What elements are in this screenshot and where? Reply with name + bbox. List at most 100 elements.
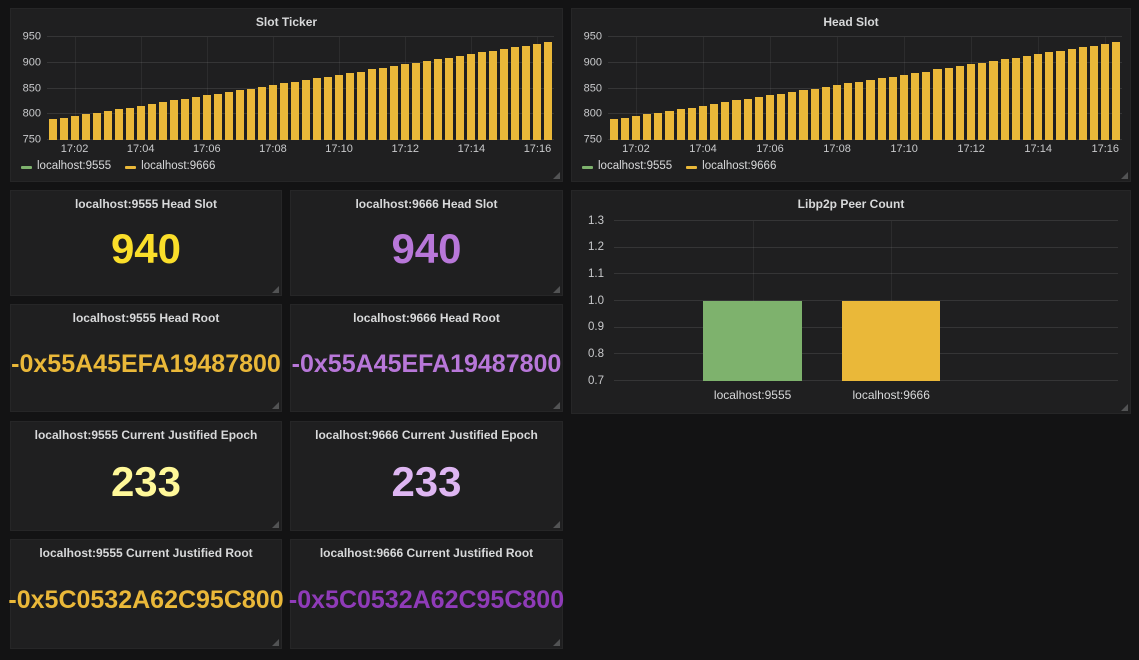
bar[interactable]	[191, 97, 200, 140]
bar[interactable]	[1112, 42, 1121, 140]
bar[interactable]	[955, 66, 964, 140]
panel-title[interactable]: localhost:9666 Head Root	[353, 311, 500, 325]
bar[interactable]	[899, 74, 909, 140]
panel-resize-handle[interactable]	[1121, 172, 1128, 179]
bar[interactable]	[202, 95, 211, 140]
bar[interactable]	[643, 114, 652, 140]
bar[interactable]	[687, 107, 696, 140]
bar[interactable]	[944, 67, 953, 140]
bar[interactable]	[743, 98, 752, 140]
bar[interactable]	[855, 81, 864, 140]
bar[interactable]	[1089, 45, 1099, 140]
bar[interactable]	[334, 74, 343, 140]
panel-title[interactable]: localhost:9555 Head Slot	[74, 197, 218, 211]
plot-area[interactable]	[608, 36, 1122, 140]
bar[interactable]	[609, 119, 618, 140]
bar[interactable]	[821, 86, 830, 140]
bar[interactable]	[213, 93, 222, 140]
bar[interactable]	[877, 78, 886, 140]
panel-resize-handle[interactable]	[272, 286, 279, 293]
bar[interactable]	[631, 115, 641, 140]
panel-title[interactable]: localhost:9666 Current Justified Root	[319, 546, 534, 560]
panel-resize-handle[interactable]	[272, 639, 279, 646]
bar[interactable]	[844, 83, 853, 140]
bar[interactable]	[703, 301, 802, 381]
legend-item[interactable]: localhost:9555	[21, 161, 111, 173]
bar[interactable]	[445, 57, 454, 140]
bar[interactable]	[698, 105, 708, 140]
bar[interactable]	[312, 78, 321, 140]
bar[interactable]	[478, 52, 487, 140]
bar[interactable]	[799, 90, 808, 140]
bar[interactable]	[434, 59, 443, 140]
bar[interactable]	[967, 64, 976, 140]
bar[interactable]	[777, 93, 786, 140]
bar[interactable]	[765, 95, 775, 140]
bar[interactable]	[1011, 57, 1020, 140]
legend-item[interactable]: localhost:9666	[125, 161, 215, 173]
bar[interactable]	[500, 48, 509, 140]
bar[interactable]	[533, 43, 542, 140]
bar[interactable]	[1034, 54, 1043, 140]
bar[interactable]	[832, 84, 842, 140]
bar[interactable]	[467, 54, 476, 140]
bar[interactable]	[933, 69, 942, 140]
bar[interactable]	[710, 103, 719, 140]
bar[interactable]	[842, 301, 941, 381]
bar[interactable]	[676, 109, 685, 140]
bar[interactable]	[522, 45, 531, 140]
panel-title[interactable]: localhost:9555 Current Justified Epoch	[34, 428, 258, 442]
bar[interactable]	[544, 42, 553, 140]
bar[interactable]	[1022, 56, 1032, 140]
panel-title[interactable]: localhost:9666 Head Slot	[355, 197, 498, 211]
bar[interactable]	[356, 71, 365, 140]
bar[interactable]	[1000, 59, 1009, 140]
panel-resize-handle[interactable]	[1121, 404, 1128, 411]
bar[interactable]	[235, 90, 244, 140]
bar[interactable]	[866, 79, 875, 140]
panel-resize-handle[interactable]	[553, 521, 560, 528]
bar[interactable]	[257, 86, 266, 140]
bar[interactable]	[92, 112, 101, 140]
bar[interactable]	[367, 69, 376, 140]
panel-resize-handle[interactable]	[553, 172, 560, 179]
bar[interactable]	[810, 88, 819, 140]
bar[interactable]	[788, 92, 797, 140]
panel-title-head-slot[interactable]: Head Slot	[823, 15, 879, 29]
bar[interactable]	[665, 110, 674, 140]
bar[interactable]	[301, 79, 310, 140]
panel-resize-handle[interactable]	[272, 521, 279, 528]
bar[interactable]	[721, 102, 730, 140]
panel-title[interactable]: localhost:9666 Current Justified Epoch	[315, 428, 538, 442]
bar[interactable]	[978, 62, 987, 140]
bar[interactable]	[989, 61, 998, 140]
bar[interactable]	[922, 71, 931, 140]
bar[interactable]	[59, 117, 68, 140]
bar[interactable]	[70, 115, 79, 140]
legend-item[interactable]: localhost:9666	[686, 161, 776, 173]
bar[interactable]	[654, 112, 663, 140]
bar[interactable]	[224, 92, 233, 140]
bar[interactable]	[147, 103, 156, 140]
bar[interactable]	[323, 76, 332, 140]
panel-resize-handle[interactable]	[553, 402, 560, 409]
bar[interactable]	[81, 114, 90, 140]
bar[interactable]	[345, 73, 354, 140]
bar[interactable]	[48, 119, 57, 140]
bar[interactable]	[268, 84, 277, 140]
panel-title-slot-ticker[interactable]: Slot Ticker	[255, 15, 318, 29]
panel-resize-handle[interactable]	[553, 286, 560, 293]
plot-area[interactable]	[47, 36, 554, 140]
panel-resize-handle[interactable]	[272, 402, 279, 409]
bar[interactable]	[620, 117, 629, 140]
bar[interactable]	[423, 61, 432, 140]
bar[interactable]	[290, 81, 299, 140]
bar[interactable]	[279, 83, 288, 140]
panel-title[interactable]: localhost:9555 Current Justified Root	[39, 546, 253, 560]
bar[interactable]	[1056, 50, 1065, 140]
bar[interactable]	[158, 102, 167, 140]
legend-item[interactable]: localhost:9555	[582, 161, 672, 173]
bar[interactable]	[754, 97, 763, 140]
bar[interactable]	[1067, 48, 1076, 140]
bar[interactable]	[103, 110, 112, 140]
